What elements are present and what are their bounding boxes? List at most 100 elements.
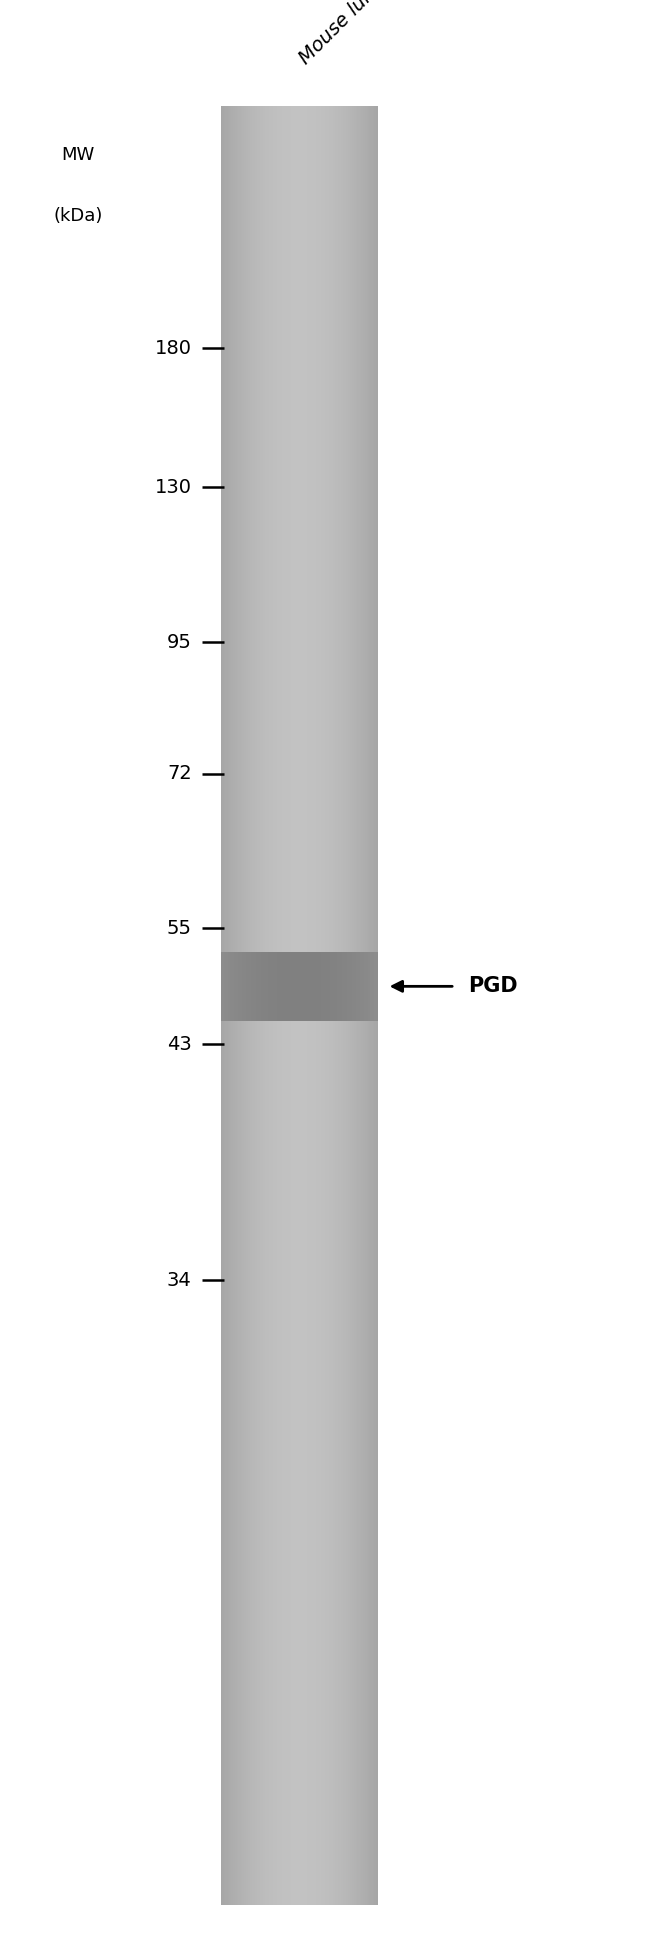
Bar xyxy=(283,106,285,1905)
Bar xyxy=(326,106,328,1905)
Bar xyxy=(364,106,366,1905)
Bar xyxy=(355,952,357,1021)
Bar xyxy=(309,106,311,1905)
Bar xyxy=(348,106,350,1905)
Bar xyxy=(302,106,304,1905)
Bar xyxy=(307,106,309,1905)
Bar xyxy=(347,106,349,1905)
Bar xyxy=(354,106,356,1905)
Bar xyxy=(237,106,239,1905)
Bar xyxy=(294,952,296,1021)
Bar xyxy=(272,952,274,1021)
Text: 34: 34 xyxy=(167,1271,192,1290)
Bar xyxy=(225,952,227,1021)
Bar xyxy=(296,106,298,1905)
Bar xyxy=(274,952,276,1021)
Bar xyxy=(242,952,244,1021)
Bar xyxy=(252,952,254,1021)
Bar xyxy=(343,106,345,1905)
Bar xyxy=(272,106,274,1905)
Bar xyxy=(368,952,370,1021)
Bar xyxy=(370,952,372,1021)
Bar xyxy=(332,106,333,1905)
Bar xyxy=(276,952,278,1021)
Bar xyxy=(312,952,314,1021)
Bar xyxy=(282,952,284,1021)
Bar xyxy=(290,952,292,1021)
Bar xyxy=(233,952,235,1021)
Bar xyxy=(269,952,271,1021)
Bar xyxy=(361,106,363,1905)
Bar xyxy=(283,952,285,1021)
Bar xyxy=(278,952,280,1021)
Bar xyxy=(261,952,263,1021)
Bar xyxy=(255,106,257,1905)
Bar xyxy=(243,952,245,1021)
Bar xyxy=(300,106,302,1905)
Bar xyxy=(254,952,255,1021)
Bar xyxy=(320,952,322,1021)
Bar xyxy=(313,106,315,1905)
Bar xyxy=(260,952,262,1021)
Text: PGD: PGD xyxy=(468,977,517,996)
Bar xyxy=(282,106,284,1905)
Bar xyxy=(244,952,246,1021)
Bar xyxy=(302,952,304,1021)
Bar xyxy=(259,952,261,1021)
Bar xyxy=(369,106,371,1905)
Bar xyxy=(341,106,343,1905)
Bar xyxy=(291,952,293,1021)
Bar xyxy=(298,952,300,1021)
Bar xyxy=(361,952,363,1021)
Text: 130: 130 xyxy=(155,478,192,497)
Bar xyxy=(321,952,323,1021)
Bar xyxy=(281,106,283,1905)
Bar xyxy=(306,106,307,1905)
Bar xyxy=(266,952,268,1021)
Bar xyxy=(257,106,259,1905)
Bar xyxy=(273,952,275,1021)
Bar xyxy=(328,952,330,1021)
Bar xyxy=(254,106,255,1905)
Bar xyxy=(247,106,249,1905)
Bar xyxy=(264,106,266,1905)
Bar xyxy=(363,952,365,1021)
Bar xyxy=(376,106,378,1905)
Bar xyxy=(312,106,314,1905)
Bar xyxy=(358,952,359,1021)
Bar xyxy=(292,106,294,1905)
Bar xyxy=(304,952,306,1021)
Bar xyxy=(265,106,267,1905)
Bar xyxy=(238,106,240,1905)
Bar xyxy=(342,952,344,1021)
Bar xyxy=(372,106,374,1905)
Bar xyxy=(308,952,310,1021)
Bar xyxy=(285,952,287,1021)
Bar xyxy=(317,952,319,1021)
Bar xyxy=(246,952,248,1021)
Bar xyxy=(334,952,336,1021)
Bar xyxy=(263,952,265,1021)
Bar xyxy=(316,106,318,1905)
Text: 180: 180 xyxy=(155,338,192,358)
Bar xyxy=(346,106,348,1905)
Bar xyxy=(346,952,348,1021)
Bar xyxy=(365,952,367,1021)
Bar xyxy=(230,106,232,1905)
Text: 55: 55 xyxy=(167,919,192,938)
Bar xyxy=(222,106,224,1905)
Bar xyxy=(317,106,319,1905)
Bar xyxy=(356,106,358,1905)
Bar xyxy=(318,952,320,1021)
Text: (kDa): (kDa) xyxy=(53,207,103,224)
Bar xyxy=(287,952,289,1021)
Bar xyxy=(294,106,296,1905)
Bar xyxy=(348,952,350,1021)
Bar xyxy=(295,952,297,1021)
Bar xyxy=(334,106,336,1905)
Bar xyxy=(358,106,359,1905)
Bar xyxy=(237,952,239,1021)
Bar xyxy=(337,952,339,1021)
Bar xyxy=(259,106,261,1905)
Bar xyxy=(286,952,288,1021)
